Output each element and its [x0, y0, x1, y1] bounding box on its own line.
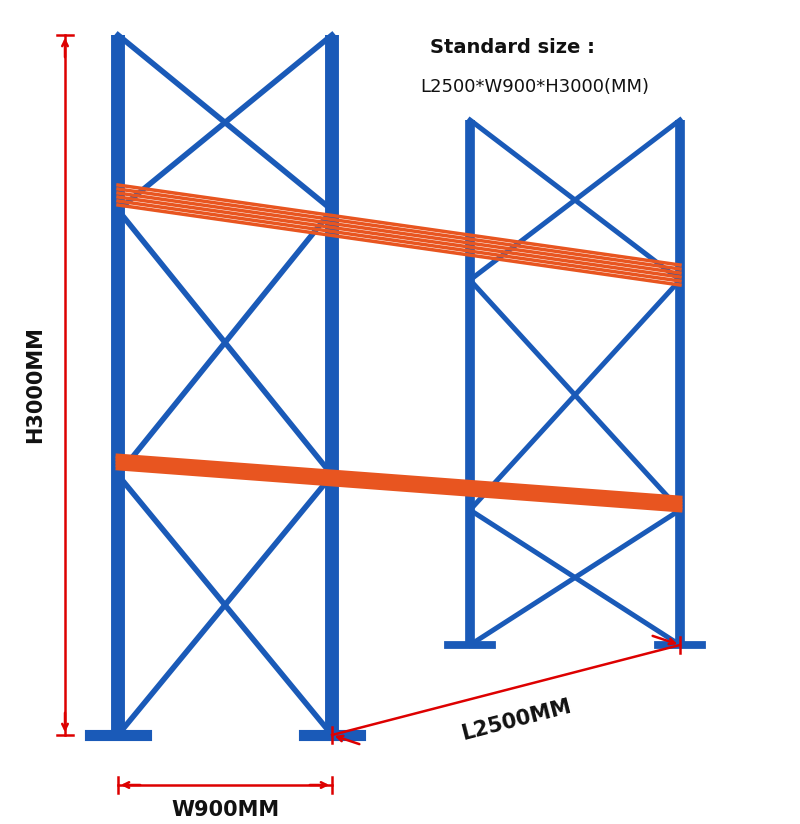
Text: L2500MM: L2500MM	[459, 696, 573, 744]
Text: H3000MM: H3000MM	[25, 326, 45, 443]
Text: W900MM: W900MM	[171, 800, 279, 820]
Text: L2500*W900*H3000(MM): L2500*W900*H3000(MM)	[420, 78, 649, 96]
Text: Standard size :: Standard size :	[430, 38, 595, 57]
